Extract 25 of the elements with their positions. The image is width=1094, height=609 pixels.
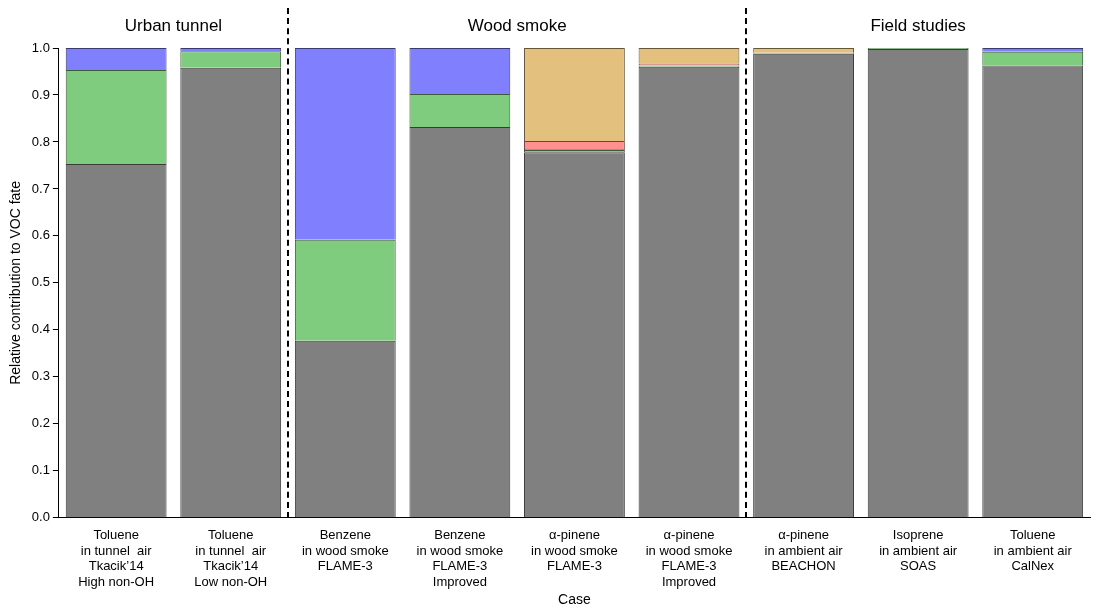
- x-tick-label: Toluene in tunnel air Tkacik’14 High non-OH: [78, 527, 155, 589]
- text: Wood smoke: [467, 15, 567, 35]
- x-tick-label: α-pinene in wood smoke FLAME-3 Improved: [645, 527, 733, 589]
- y-tick-label: 0.6: [31, 227, 50, 243]
- y-tick-label: 0.0: [31, 509, 50, 525]
- text: Field studies: [870, 15, 966, 35]
- y-axis-title: Relative contribution to VOC fate: [7, 180, 24, 385]
- x-tick-label: Benzene in wood smoke FLAME-3 Improved: [416, 527, 504, 589]
- x-tick-label: α-pinene in wood smoke FLAME-3: [531, 527, 618, 574]
- text: Urban tunnel: [124, 15, 223, 35]
- x-tick-label: Isoprene in ambient air SOAS: [879, 527, 958, 574]
- y-tick-label: 0.9: [31, 86, 50, 102]
- x-tick-label: Toluene in tunnel air Tkacik’14 Low non-OH: [194, 527, 268, 589]
- y-tick-label: 0.2: [31, 415, 50, 431]
- y-tick-label: 0.8: [31, 133, 50, 149]
- y-tick-label: 0.3: [31, 368, 50, 384]
- y-tick-label: 0.7: [31, 180, 50, 196]
- y-tick-label: 0.1: [31, 462, 50, 478]
- y-tick-label: 0.4: [31, 321, 50, 337]
- x-tick-label: α-pinene in ambient air BEACHON: [764, 527, 844, 574]
- x-axis-title: Case: [558, 591, 591, 608]
- y-tick-label: 1.0: [31, 39, 50, 55]
- y-tick-label: 0.5: [31, 274, 50, 290]
- x-tick-label: Toluene in ambient air CalNex: [993, 527, 1073, 574]
- x-tick-label: Benzene in wood smoke FLAME-3: [301, 527, 389, 574]
